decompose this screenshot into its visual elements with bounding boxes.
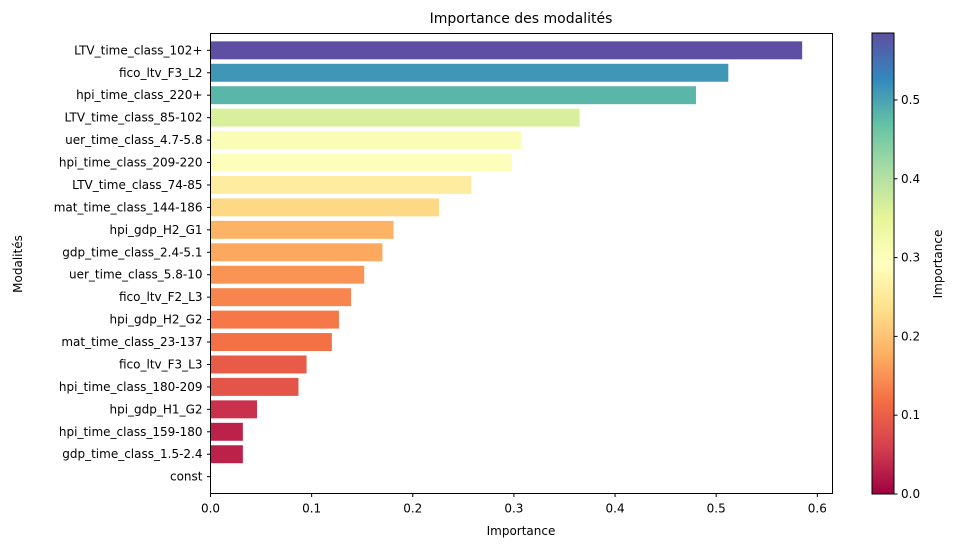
colorbar-tick-label: 0.2 bbox=[901, 329, 920, 343]
bar-10 bbox=[210, 243, 383, 262]
y-axis-label: Modalités bbox=[11, 235, 25, 293]
bar-9 bbox=[210, 220, 394, 239]
colorbar bbox=[871, 32, 895, 495]
bar-15 bbox=[210, 355, 307, 374]
y-tick-label: const bbox=[170, 470, 203, 484]
y-tick-label: hpi_time_class_220+ bbox=[76, 88, 202, 102]
y-tick-label: gdp_time_class_2.4-5.1 bbox=[62, 245, 202, 259]
y-tick-label: uer_time_class_4.7-5.8 bbox=[65, 133, 202, 147]
bar-16 bbox=[210, 377, 299, 396]
colorbar-tick-label: 0.5 bbox=[901, 93, 920, 107]
bar-18 bbox=[210, 422, 243, 441]
y-tick-label: fico_ltv_F3_L2 bbox=[119, 66, 203, 80]
colorbar-ticks: 0.0 0.1 0.2 0.3 0.4 0.5 bbox=[894, 93, 920, 501]
y-tick-labels: LTV_time_class_102+ fico_ltv_F3_L2 hpi_tim… bbox=[54, 43, 211, 484]
colorbar-label: Importance bbox=[931, 230, 945, 299]
x-tick-label: 0.1 bbox=[302, 502, 321, 516]
y-tick-label: fico_ltv_F2_L3 bbox=[119, 290, 203, 304]
y-tick-label: LTV_time_class_74-85 bbox=[72, 178, 202, 192]
x-tick-label: 0.4 bbox=[606, 502, 625, 516]
y-tick-label: fico_ltv_F3_L3 bbox=[119, 357, 203, 371]
y-tick-label: mat_time_class_144-186 bbox=[54, 200, 203, 214]
bar-17 bbox=[210, 400, 258, 419]
bar-13 bbox=[210, 310, 339, 329]
y-tick-label: hpi_time_class_159-180 bbox=[59, 425, 203, 439]
bar-19 bbox=[210, 445, 243, 464]
y-tick-label: hpi_time_class_180-209 bbox=[59, 380, 203, 394]
y-tick-label: hpi_time_class_209-220 bbox=[59, 156, 203, 170]
x-tick-label: 0.5 bbox=[707, 502, 726, 516]
colorbar-tick-label: 0.0 bbox=[901, 487, 920, 501]
y-tick-label: LTV_time_class_102+ bbox=[74, 43, 202, 57]
x-tick-label: 0.0 bbox=[201, 502, 220, 516]
x-tick-label: 0.3 bbox=[504, 502, 523, 516]
y-tick-label: LTV_time_class_85-102 bbox=[65, 111, 203, 125]
bar-2 bbox=[210, 63, 729, 82]
bars-group bbox=[210, 41, 803, 464]
x-tick-label: 0.6 bbox=[808, 502, 827, 516]
y-tick-label: hpi_gdp_H2_G1 bbox=[110, 223, 203, 237]
bar-6 bbox=[210, 153, 512, 172]
bar-1 bbox=[210, 41, 803, 60]
bar-14 bbox=[210, 333, 332, 352]
y-tick-label: uer_time_class_5.8-10 bbox=[69, 268, 203, 282]
bar-11 bbox=[210, 265, 365, 284]
x-axis-label: Importance bbox=[487, 524, 556, 538]
bar-12 bbox=[210, 288, 352, 307]
colorbar-tick-label: 0.4 bbox=[901, 172, 920, 186]
bar-5 bbox=[210, 131, 521, 150]
y-tick-label: hpi_gdp_H2_G2 bbox=[110, 313, 203, 327]
y-tick-label: mat_time_class_23-137 bbox=[61, 335, 202, 349]
chart-title: Importance des modalités bbox=[430, 11, 613, 27]
plot-frame bbox=[210, 33, 833, 494]
colorbar-tick-label: 0.1 bbox=[901, 408, 920, 422]
x-tick-label: 0.2 bbox=[403, 502, 422, 516]
bar-8 bbox=[210, 198, 440, 217]
y-tick-label: gdp_time_class_1.5-2.4 bbox=[62, 447, 202, 461]
bar-4 bbox=[210, 108, 580, 127]
x-tick-labels: 0.0 0.1 0.2 0.3 0.4 0.5 0.6 bbox=[201, 493, 827, 516]
colorbar-tick-label: 0.3 bbox=[901, 251, 920, 265]
bar-3 bbox=[210, 86, 696, 105]
y-tick-label: hpi_gdp_H1_G2 bbox=[110, 402, 203, 416]
bar-7 bbox=[210, 175, 472, 194]
